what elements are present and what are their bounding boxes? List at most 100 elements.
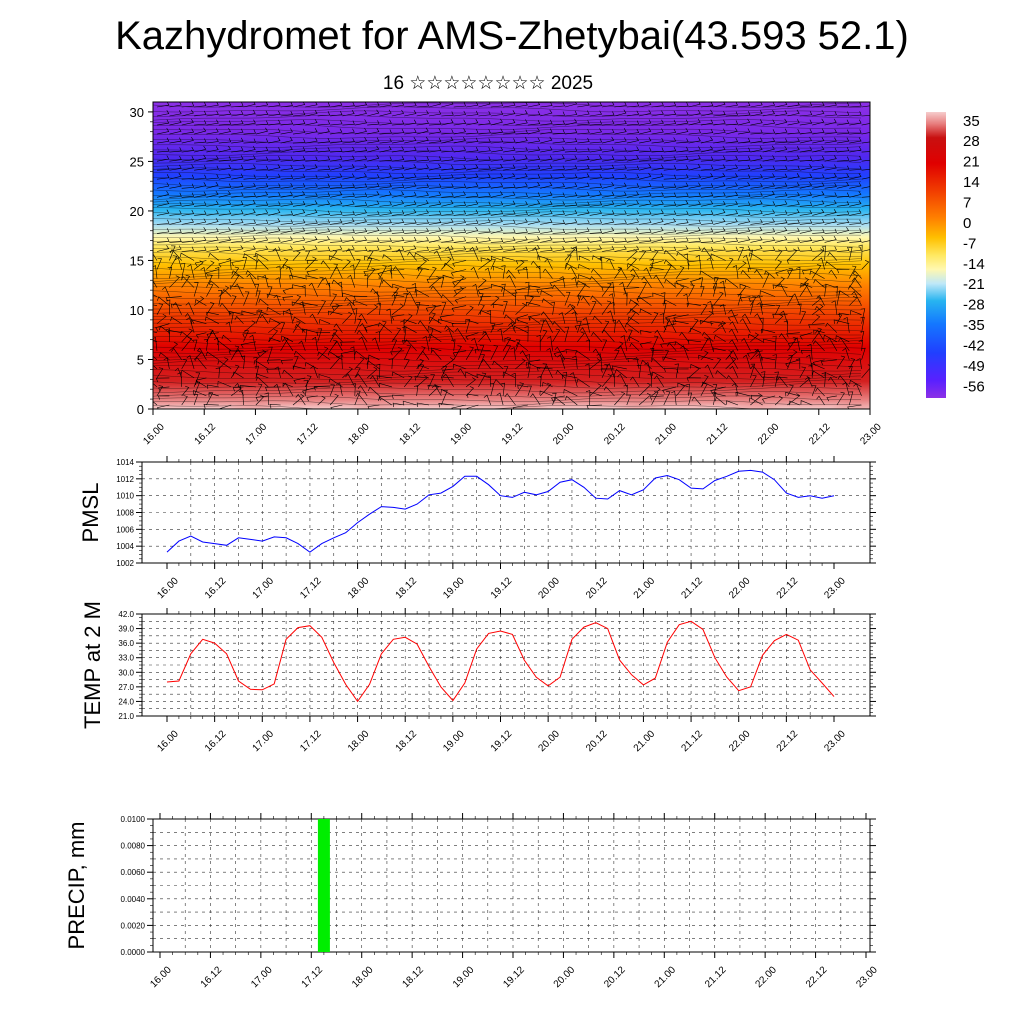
wind-barb-1878	[428, 384, 440, 397]
wind-barb-1745	[215, 367, 220, 378]
wind-barb-205	[540, 128, 553, 135]
wind-barb-693	[836, 200, 850, 207]
wind-barb-356	[255, 156, 269, 162]
wind-barb-1295	[391, 292, 398, 306]
wind-barb-54	[824, 102, 837, 108]
wind-barb-1514	[221, 334, 232, 343]
wind-barb-776	[428, 218, 442, 225]
wind-barb-1899	[685, 383, 690, 396]
wind-barb-1561	[811, 327, 822, 342]
wind-barb-1649	[465, 346, 474, 360]
wind-barb-18	[379, 102, 392, 108]
precip-ytick-label-2: 0.0040	[121, 895, 146, 904]
wind-barb-74	[354, 109, 367, 117]
wind-barb-1320	[686, 302, 701, 308]
wind-barb-1971	[847, 404, 862, 409]
wind-barb-258	[478, 138, 491, 144]
temp-ytick-label-3: 30.0	[118, 668, 134, 677]
wind-barb-133	[367, 120, 380, 126]
temp-ytick-label-1: 24.0	[118, 697, 134, 706]
wind-barb-1194	[571, 276, 578, 288]
wind-barb-1701	[388, 358, 393, 369]
wind-barb-1760	[391, 371, 405, 379]
wind-barb-223	[762, 129, 776, 135]
wind-barb-1603	[614, 341, 624, 352]
wind-barb-1688	[217, 360, 232, 370]
wind-barb-1250	[540, 290, 553, 297]
wind-barb-1216	[849, 274, 858, 288]
wind-barb-1483	[552, 321, 566, 333]
wind-barb-548	[478, 183, 491, 189]
wind-barb-1747	[232, 371, 244, 379]
wind-barb-1496	[717, 323, 726, 333]
wind-barb-890	[404, 236, 417, 243]
wind-barb-1427	[574, 323, 590, 330]
precip-xtick-label-8: 20.00	[552, 964, 578, 990]
wind-barb-1492	[666, 319, 677, 333]
wind-barb-1350	[346, 302, 356, 315]
wind-barb-351	[194, 154, 207, 162]
wind-barb-578	[849, 182, 862, 189]
wind-barb-1812	[313, 386, 331, 391]
wind-barb-1255	[609, 281, 615, 297]
wind-barb-912	[676, 237, 689, 243]
wind-barb-778	[453, 218, 466, 225]
wind-barb-1742	[174, 367, 182, 379]
wind-barb-1681	[861, 347, 866, 360]
wind-barb-1478	[502, 321, 516, 333]
wind-barb-1245	[480, 296, 491, 301]
wind-barb-1164	[206, 274, 213, 288]
contour-line-26	[153, 215, 861, 223]
wind-barb-162	[725, 120, 739, 126]
wind-barb-1422	[515, 319, 528, 324]
wind-barb-1504	[813, 329, 825, 335]
wind-barb-1488	[616, 319, 628, 333]
contour-line-19	[153, 185, 862, 192]
wind-barb-997	[292, 250, 301, 261]
wind-barb-143	[490, 118, 503, 126]
wind-barb-1311	[580, 296, 590, 306]
wind-barb-199	[466, 129, 479, 135]
wind-barb-317	[490, 146, 504, 153]
wind-barb-1705	[441, 357, 454, 370]
wind-barb-544	[428, 183, 442, 189]
wind-barb-1058	[320, 260, 331, 270]
wind-barb-151	[589, 120, 603, 126]
wind-barb-187	[317, 128, 330, 135]
wind-barb-470	[231, 173, 244, 180]
wind-barb-1713	[525, 361, 541, 370]
wind-barb-498	[577, 173, 590, 180]
wind-barb-1209	[762, 273, 770, 288]
wind-barb-840	[503, 228, 516, 234]
wind-barb-936	[255, 245, 269, 252]
wind-barb-1012	[469, 246, 479, 261]
wind-barb-1724	[664, 367, 677, 373]
wind-barb-217	[688, 129, 701, 135]
contour-line-57	[153, 352, 862, 358]
wind-barb-1345	[283, 310, 294, 316]
wind-barb-1881	[465, 386, 475, 397]
wind-barb-2	[181, 102, 195, 108]
wind-barb-1813	[328, 378, 343, 388]
wind-barb-669	[540, 200, 553, 207]
pmsl-ytick-label-0: 1002	[116, 559, 134, 568]
wind-barb-60	[181, 109, 194, 117]
wind-barb-127	[292, 119, 306, 126]
wind-barb-613	[564, 192, 578, 198]
wind-barb-471	[243, 174, 256, 180]
wind-barb-289	[861, 141, 870, 144]
wind-barb-296	[231, 146, 244, 153]
wind-barb-1536	[497, 328, 504, 342]
wind-barb-561	[639, 182, 652, 189]
wind-barb-817	[218, 227, 231, 234]
wind-barb-1401	[259, 314, 269, 324]
wind-barb-1326	[760, 303, 776, 309]
wind-barb-481	[367, 174, 380, 180]
wind-barb-620	[651, 192, 664, 198]
wind-barb-570	[750, 182, 763, 189]
wind-barb-1232	[325, 282, 331, 297]
wind-barb-41	[663, 102, 677, 108]
wind-barb-1388	[814, 305, 825, 315]
wind-barb-97	[639, 109, 652, 117]
wind-barb-1769	[502, 371, 516, 379]
